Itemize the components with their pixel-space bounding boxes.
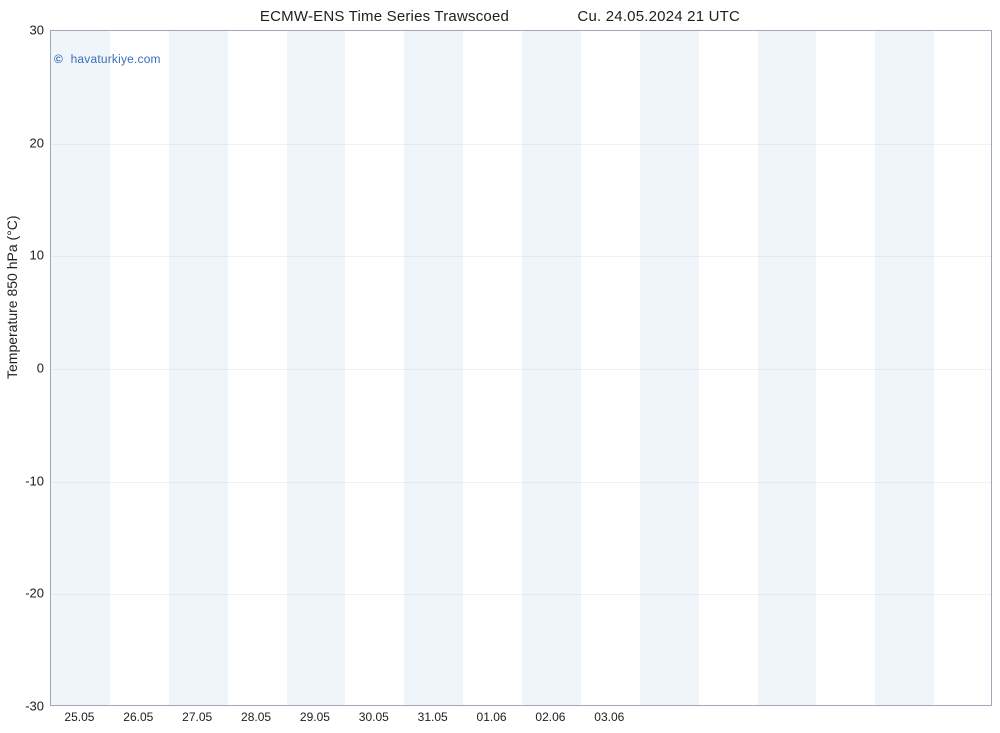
x-tick-label: 25.05 [64, 710, 94, 724]
day-band [287, 31, 346, 705]
chart-title-run: Cu. 24.05.2024 21 UTC [577, 8, 740, 25]
x-tick-label: 29.05 [300, 710, 330, 724]
day-band [522, 31, 581, 705]
x-tick-label: 03.06 [594, 710, 624, 724]
plot-area [50, 30, 992, 706]
watermark-text: havaturkiye.com [71, 52, 161, 66]
x-tick-label: 27.05 [182, 710, 212, 724]
chart-title-bar: ECMW-ENS Time Series Trawscoed Cu. 24.05… [0, 8, 1000, 25]
grid-line-horizontal [51, 369, 991, 370]
x-tick-label: 01.06 [477, 710, 507, 724]
watermark: © havaturkiye.com [54, 52, 161, 66]
day-band [640, 31, 699, 705]
y-tick-label: 30 [4, 23, 44, 38]
y-tick-label: 10 [4, 248, 44, 263]
x-tick-label: 28.05 [241, 710, 271, 724]
y-tick-label: 20 [4, 135, 44, 150]
copyright-symbol: © [54, 52, 63, 66]
grid-line-horizontal [51, 256, 991, 257]
x-tick-label: 26.05 [123, 710, 153, 724]
day-band [758, 31, 817, 705]
day-band [51, 31, 110, 705]
grid-line-horizontal [51, 594, 991, 595]
day-band [404, 31, 463, 705]
y-axis-label-text: Temperature 850 hPa (°C) [4, 215, 20, 379]
chart-page: ECMW-ENS Time Series Trawscoed Cu. 24.05… [0, 0, 1000, 733]
x-tick-label: 02.06 [535, 710, 565, 724]
day-band [875, 31, 934, 705]
x-tick-label: 31.05 [418, 710, 448, 724]
x-tick-label: 30.05 [359, 710, 389, 724]
y-tick-label: 0 [4, 361, 44, 376]
y-tick-label: -20 [4, 586, 44, 601]
grid-line-horizontal [51, 144, 991, 145]
grid-line-horizontal [51, 482, 991, 483]
y-tick-label: -10 [4, 473, 44, 488]
day-band [169, 31, 228, 705]
chart-title-source: ECMW-ENS Time Series Trawscoed [260, 8, 509, 25]
y-tick-label: -30 [4, 699, 44, 714]
copyright-icon: © [54, 52, 67, 66]
